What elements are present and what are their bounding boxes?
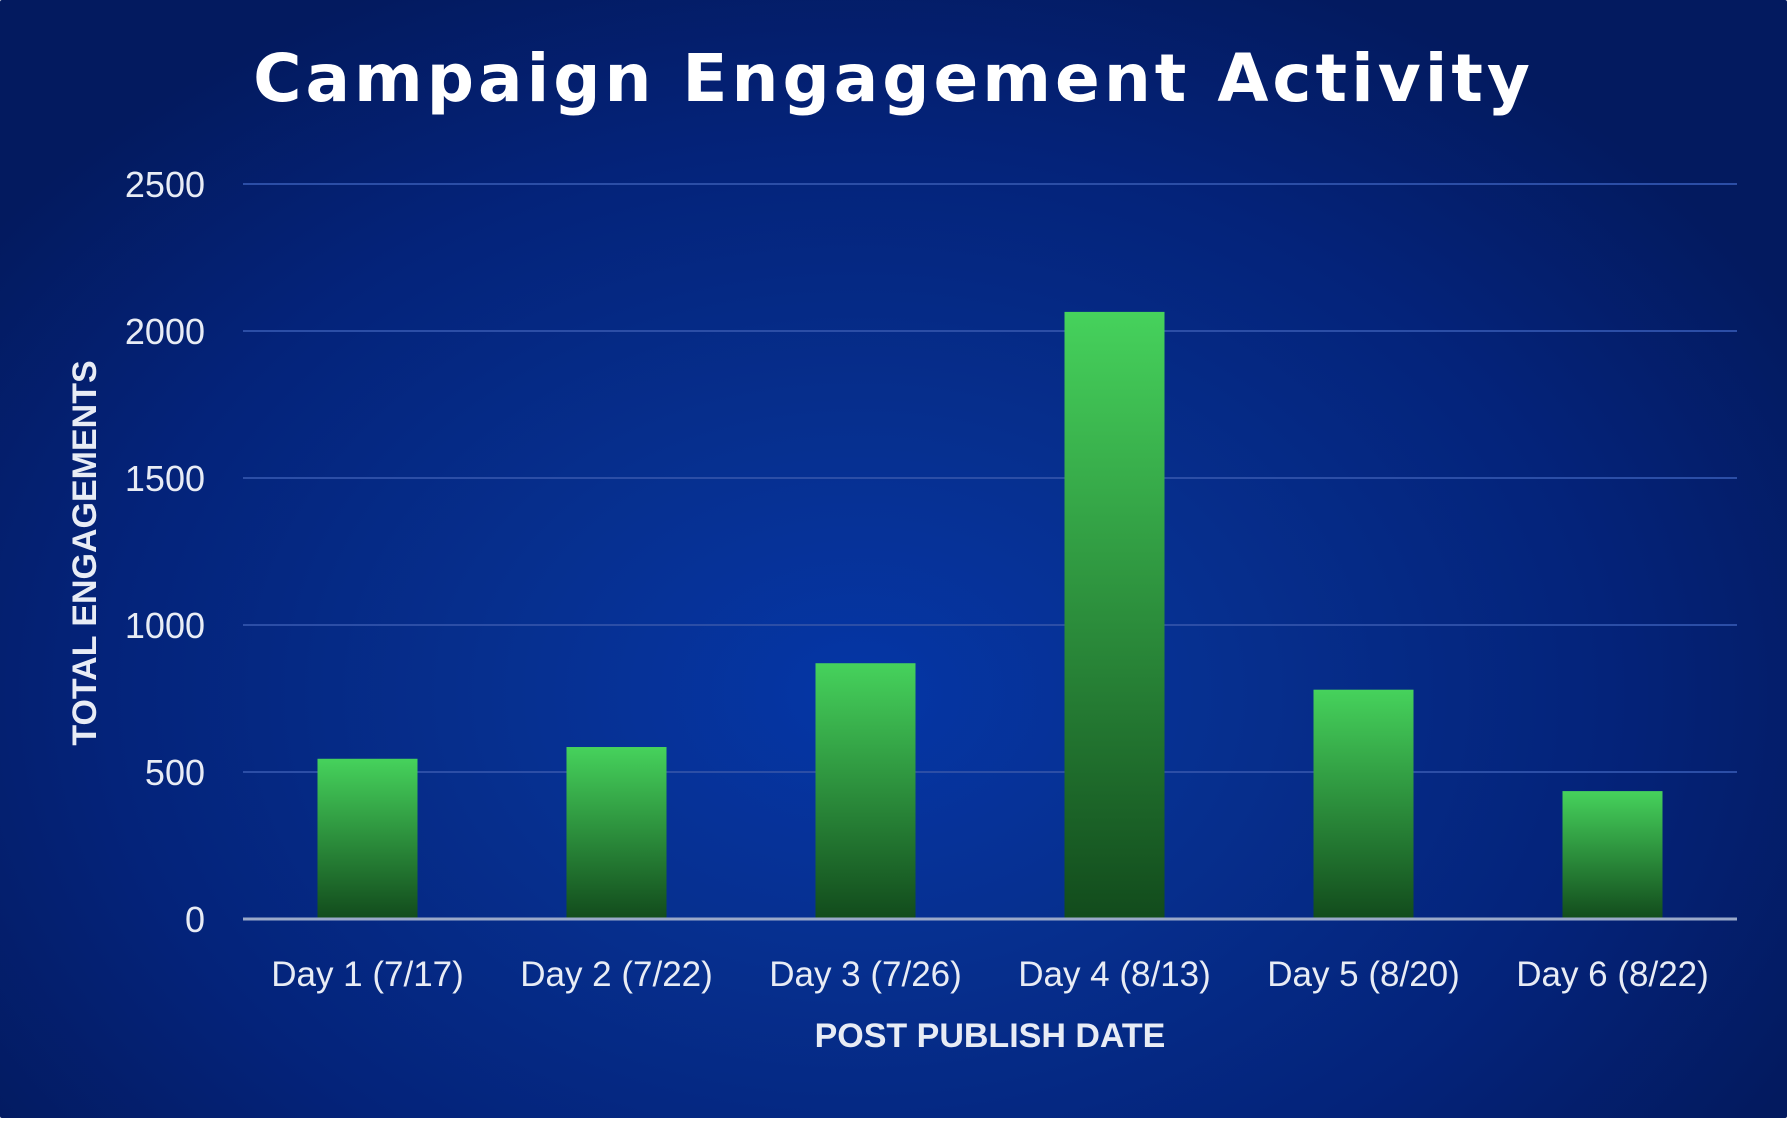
y-axis-ticks: 0 500 1000 1500 2000 2500 <box>125 164 205 940</box>
y-tick-label: 0 <box>185 899 205 940</box>
gridlines <box>243 183 1737 773</box>
x-tick-label: Day 2 (7/22) <box>520 955 713 994</box>
y-tick-label: 500 <box>145 752 205 793</box>
y-tick-label: 1500 <box>125 458 205 499</box>
y-axis-label: TOTAL ENGAGEMENTS <box>66 360 104 745</box>
bars <box>243 311 1737 921</box>
bar <box>317 758 418 919</box>
x-tick-label: Day 6 (8/22) <box>1516 955 1709 994</box>
bar <box>1064 311 1165 919</box>
bar <box>815 663 916 919</box>
y-tick-label: 2500 <box>125 164 205 205</box>
x-tick-label: Day 3 (7/26) <box>769 955 962 994</box>
x-tick-label: Day 1 (7/17) <box>271 955 464 994</box>
bar <box>1562 791 1663 919</box>
x-tick-label: Day 4 (8/13) <box>1018 955 1211 994</box>
bar <box>1313 689 1414 919</box>
y-tick-label: 1000 <box>125 605 205 646</box>
x-axis-ticks: Day 1 (7/17) Day 2 (7/22) Day 3 (7/26) Day … <box>271 955 1709 994</box>
x-tick-label: Day 5 (8/20) <box>1267 955 1460 994</box>
chart-title: Campaign Engagement Activity <box>253 40 1534 117</box>
y-tick-label: 2000 <box>125 311 205 352</box>
x-axis-label: POST PUBLISH DATE <box>815 1017 1166 1055</box>
bar <box>566 747 667 919</box>
